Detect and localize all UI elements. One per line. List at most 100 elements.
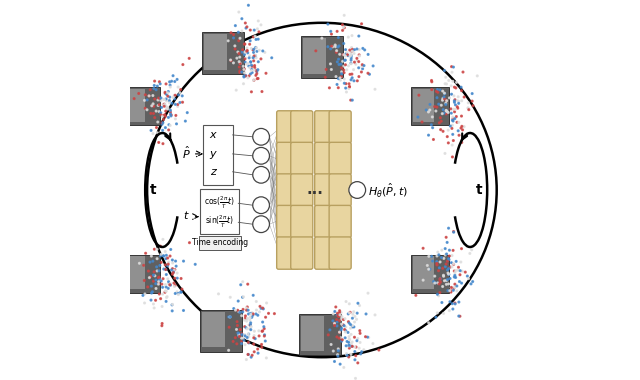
Point bbox=[172, 289, 182, 295]
Point bbox=[142, 97, 152, 103]
Point bbox=[456, 88, 467, 94]
Point bbox=[155, 277, 165, 283]
Point bbox=[129, 96, 140, 102]
Point bbox=[252, 307, 262, 313]
Point bbox=[456, 84, 466, 90]
Point bbox=[256, 56, 266, 62]
Point bbox=[245, 27, 255, 33]
Point bbox=[435, 277, 445, 283]
Point bbox=[179, 258, 189, 264]
Point bbox=[241, 73, 251, 79]
Point bbox=[240, 49, 250, 55]
Point bbox=[336, 309, 346, 315]
Point bbox=[358, 45, 368, 51]
Point bbox=[147, 253, 157, 259]
Point bbox=[454, 279, 465, 285]
Point bbox=[255, 309, 265, 315]
Point bbox=[165, 280, 175, 287]
Point bbox=[248, 55, 259, 61]
Point bbox=[168, 95, 179, 101]
Point bbox=[175, 100, 185, 106]
Point bbox=[337, 315, 347, 321]
Point bbox=[433, 89, 443, 95]
Point bbox=[440, 252, 451, 258]
Point bbox=[467, 90, 477, 97]
Point bbox=[332, 310, 342, 316]
Point bbox=[346, 52, 356, 58]
Point bbox=[346, 331, 356, 337]
Point bbox=[160, 112, 170, 118]
Point bbox=[161, 108, 171, 114]
Point bbox=[152, 246, 162, 252]
Point bbox=[436, 299, 447, 306]
Point bbox=[468, 103, 478, 109]
Point bbox=[223, 38, 234, 44]
Point bbox=[442, 267, 452, 273]
Point bbox=[164, 98, 175, 104]
Point bbox=[252, 68, 262, 74]
Point bbox=[332, 312, 342, 318]
Point bbox=[335, 312, 345, 318]
Point bbox=[235, 309, 245, 315]
Point bbox=[163, 261, 173, 267]
Point bbox=[151, 277, 161, 283]
Point bbox=[465, 250, 475, 256]
Point bbox=[452, 288, 462, 294]
Point bbox=[246, 89, 257, 95]
Point bbox=[176, 289, 186, 295]
Point bbox=[328, 318, 338, 324]
Point bbox=[346, 352, 356, 358]
Point bbox=[444, 271, 454, 277]
Point bbox=[154, 274, 164, 280]
Point bbox=[433, 101, 444, 107]
Bar bbox=[301, 315, 324, 351]
Point bbox=[356, 69, 367, 75]
Point bbox=[148, 101, 158, 107]
Point bbox=[161, 92, 172, 98]
Point bbox=[336, 61, 346, 67]
Point bbox=[317, 35, 327, 41]
Point bbox=[441, 111, 451, 117]
Point bbox=[226, 30, 236, 36]
Point bbox=[257, 319, 268, 325]
Point bbox=[153, 281, 163, 287]
Point bbox=[237, 313, 247, 319]
Point bbox=[436, 255, 447, 261]
Point bbox=[242, 336, 252, 342]
Point bbox=[244, 41, 255, 47]
Point bbox=[347, 48, 357, 54]
Point bbox=[336, 74, 346, 80]
Point bbox=[260, 314, 271, 320]
Point bbox=[455, 268, 465, 274]
Point bbox=[436, 247, 447, 253]
Point bbox=[170, 79, 180, 85]
Point bbox=[436, 102, 447, 108]
Point bbox=[232, 341, 242, 347]
Point bbox=[260, 338, 271, 344]
Point bbox=[168, 269, 179, 275]
Point bbox=[150, 96, 160, 102]
Point bbox=[170, 283, 180, 290]
Point bbox=[449, 93, 459, 99]
FancyBboxPatch shape bbox=[329, 237, 351, 269]
Point bbox=[450, 269, 460, 275]
Point bbox=[255, 303, 265, 309]
Point bbox=[344, 301, 355, 307]
Point bbox=[155, 263, 165, 269]
Point bbox=[333, 313, 343, 319]
Point bbox=[323, 332, 333, 338]
Point bbox=[350, 357, 360, 363]
Point bbox=[349, 319, 360, 325]
Point bbox=[161, 298, 172, 304]
Point bbox=[446, 110, 456, 116]
Point bbox=[170, 282, 180, 288]
Point bbox=[332, 28, 342, 34]
Point bbox=[166, 78, 177, 84]
Point bbox=[166, 111, 176, 117]
Point bbox=[456, 139, 467, 146]
Point bbox=[330, 320, 340, 326]
Point bbox=[351, 316, 362, 322]
Point bbox=[257, 344, 267, 350]
Point bbox=[163, 263, 173, 269]
Point bbox=[444, 281, 454, 287]
